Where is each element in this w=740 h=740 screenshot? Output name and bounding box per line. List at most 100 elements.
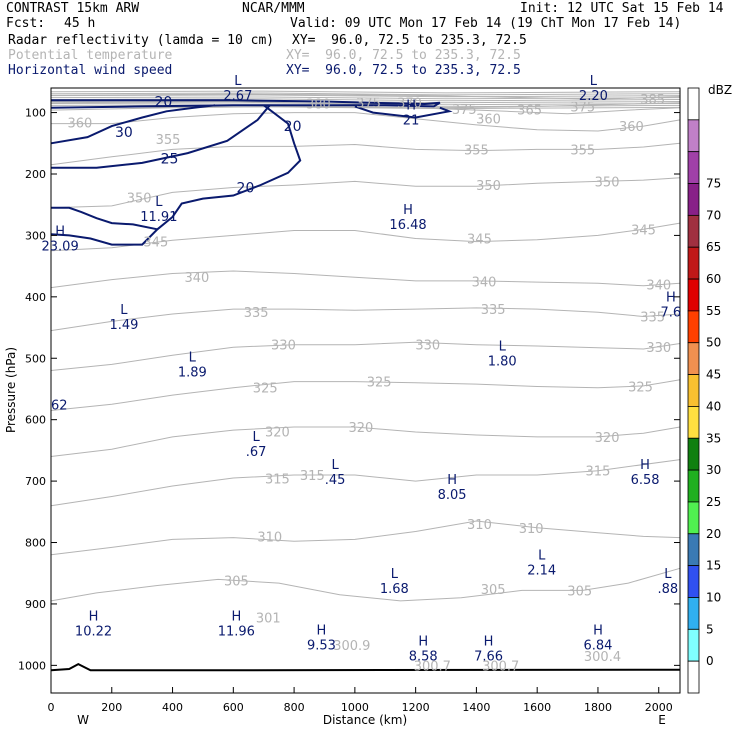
extremum-low-marker: L [155, 195, 163, 210]
theta-label: 325 [628, 381, 653, 396]
colorbar-level-label: 25 [706, 495, 721, 509]
x-tick-label: 200 [101, 701, 122, 714]
y-tick-label: 700 [25, 475, 46, 488]
extremum-value: 11.96 [218, 625, 255, 640]
extremum-low-marker: L [252, 430, 260, 445]
extremum-low-marker: L [391, 567, 399, 582]
theta-contour-360 [51, 112, 681, 132]
theta-label: 340 [184, 271, 209, 286]
x-axis-label: Distance (km) [323, 713, 407, 727]
wind-label: 30 [115, 125, 133, 141]
x-tick-label: 2000 [645, 701, 673, 714]
theta-label: 320 [349, 421, 374, 436]
extremum-value: 21 [403, 113, 420, 128]
colorbar-level-label: 65 [706, 240, 721, 254]
theta-label: 340 [646, 279, 671, 294]
extremum-low-marker: L [331, 458, 339, 473]
extremum-low-marker: L [120, 303, 128, 318]
theta-contour-labels: 360 355 350 345 340 335 330 325 320 315 310 305 301 3… [67, 93, 671, 674]
colorbar-level-label: 20 [706, 527, 721, 541]
model-title: CONTRAST 15km ARW [6, 1, 140, 16]
theta-label: 360 [619, 120, 644, 135]
x-tick-label: 800 [284, 701, 305, 714]
colorbar-unit: dBZ [708, 83, 732, 97]
extremum-value: .45 [325, 473, 346, 488]
extremum-value: 16.48 [389, 218, 426, 233]
theta-label: 385 [640, 93, 665, 108]
extremum-high-marker: H [666, 291, 676, 306]
wind-label: 20 [284, 119, 302, 135]
extremum-value: 23.09 [42, 239, 79, 254]
colorbar-level-label: 15 [706, 559, 721, 573]
fcst-value: 45 h [64, 16, 96, 31]
theta-label: 300.4 [584, 650, 621, 665]
theta-label: 370 [397, 97, 422, 112]
x-tick-label: 1000 [341, 701, 369, 714]
extremum-value: 9.53 [307, 639, 336, 654]
colorbar-level-label: 50 [706, 336, 721, 350]
theta-label: 305 [224, 575, 249, 590]
colorbar-swatch [687, 406, 700, 439]
extremum-value: 2.67 [223, 89, 252, 104]
theta-contour-340 [50, 270, 681, 289]
theta-label: 315 [265, 473, 290, 488]
field-theta-xy: XY= 96.0, 72.5 to 235.3, 72.5 [286, 48, 521, 63]
theta-label: 350 [595, 175, 620, 190]
theta-contour-330 [50, 341, 681, 371]
extremum-high-marker: H [55, 224, 65, 239]
extremum-high-marker: H [418, 635, 428, 650]
y-tick-label: 900 [25, 598, 46, 611]
theta-label: 310 [467, 518, 492, 533]
extremum-high-marker: H [640, 458, 650, 473]
x-tick-label: 400 [162, 701, 183, 714]
colorbar-swatch [687, 151, 700, 184]
colorbar-level-label: 45 [706, 368, 721, 382]
colorbar-swatch [687, 310, 700, 344]
extremum-value: 1.68 [380, 582, 409, 597]
x-tick-label: 1200 [402, 701, 430, 714]
y-tick-label: 300 [25, 229, 46, 242]
theta-label: 375 [356, 97, 381, 112]
y-tick-label: 400 [25, 291, 46, 304]
theta-label: 375 [452, 103, 477, 118]
theta-label: 315 [586, 465, 611, 480]
extremum-high-marker: H [406, 98, 416, 113]
theta-label: 320 [265, 425, 290, 440]
terrain-line [50, 662, 681, 672]
colorbar-level-label: 60 [706, 272, 721, 286]
dbz-colorbar: 0 5 10 15 20 25 30 35 40 45 50 55 60 65 70 75 [687, 87, 721, 694]
extremum-value: 6.58 [631, 473, 660, 488]
fcst-label: Fcst: [6, 16, 46, 31]
theta-label: 355 [156, 133, 181, 148]
wind-contour-25 [51, 104, 271, 169]
theta-label: 305 [567, 584, 592, 599]
colorbar-swatch [687, 565, 700, 598]
colorbar-level-label: 10 [706, 590, 721, 604]
theta-label: 340 [472, 275, 497, 290]
theta-contours [50, 90, 681, 602]
field-wind-name: Horizontal wind speed [8, 63, 173, 78]
theta-label: 335 [640, 310, 665, 325]
theta-label: 330 [646, 341, 671, 356]
edge-value-label: 62 [51, 398, 68, 413]
extremum-value: 7.66 [474, 650, 503, 665]
theta-label: 325 [253, 382, 278, 397]
theta-label: 355 [570, 143, 595, 158]
x-tick-label: 600 [223, 701, 244, 714]
extremum-value: 8.58 [409, 650, 438, 665]
extremum-low-marker: L [499, 339, 507, 354]
theta-contour-305 [50, 567, 681, 602]
theta-contour-335 [50, 307, 681, 332]
theta-label: 300.7 [414, 659, 451, 674]
y-tick-label: 600 [25, 414, 46, 427]
extremum-high-marker: H [484, 635, 494, 650]
colorbar-swatch [687, 597, 700, 630]
theta-label: 301 [256, 611, 281, 626]
theta-label: 360 [476, 113, 501, 128]
y-tick-label: 200 [25, 168, 46, 181]
colorbar-swatch [687, 437, 700, 471]
theta-label: 335 [244, 306, 269, 321]
colorbar-swatch [687, 214, 700, 248]
colorbar-level-label: 55 [706, 304, 721, 318]
